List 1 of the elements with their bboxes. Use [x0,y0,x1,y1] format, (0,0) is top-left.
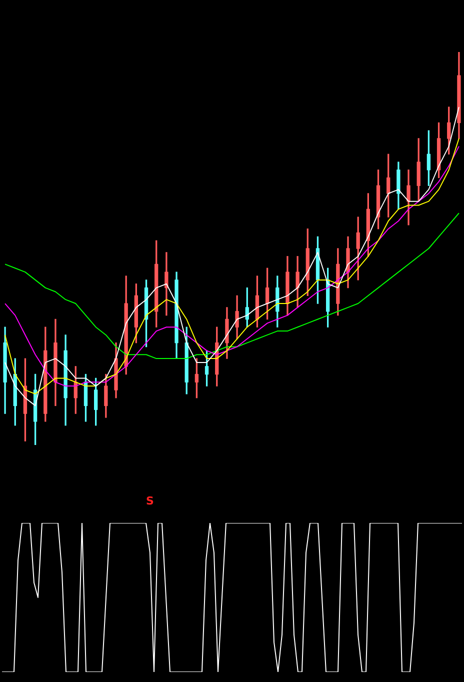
text: S [146,494,154,508]
